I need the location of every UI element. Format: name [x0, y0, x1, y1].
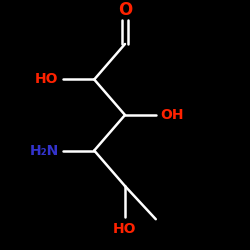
- Text: HO: HO: [35, 72, 59, 86]
- Text: O: O: [118, 1, 132, 19]
- Text: HO: HO: [113, 222, 137, 235]
- Text: H₂N: H₂N: [30, 144, 59, 158]
- Text: OH: OH: [160, 108, 184, 122]
